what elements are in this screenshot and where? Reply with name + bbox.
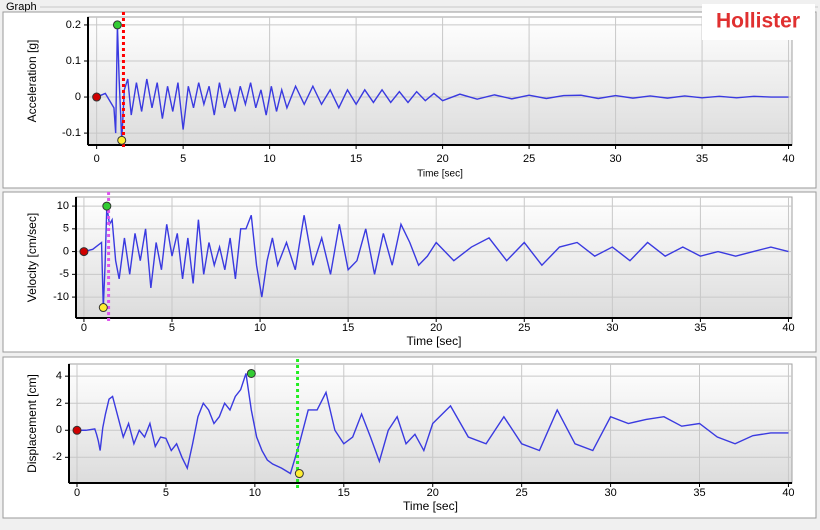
- x-tick-label: 20: [427, 487, 439, 499]
- marker-point: [79, 247, 89, 257]
- data-line: [77, 373, 789, 475]
- marker-point: [98, 303, 108, 313]
- y-axis-label: Velocity [cm/sec]: [25, 213, 39, 302]
- x-tick-label: 25: [518, 322, 530, 334]
- x-tick-label: 30: [604, 487, 616, 499]
- plot-area: [68, 363, 793, 484]
- data-line: [96, 24, 789, 141]
- location-label: Hollister: [716, 10, 800, 33]
- marker-point: [117, 135, 127, 145]
- marker-point: [294, 469, 304, 479]
- label-box: [702, 4, 815, 40]
- x-tick-label: 5: [169, 322, 175, 334]
- marker-point: [102, 201, 112, 211]
- y-tick-label: 10: [57, 200, 69, 212]
- y-tick-label: 0.1: [66, 55, 81, 67]
- x-tick-label: 30: [609, 153, 621, 165]
- x-axis-label: Time [sec]: [407, 334, 462, 348]
- y-tick-label: 0: [56, 424, 62, 436]
- y-tick-label: -10: [53, 291, 69, 303]
- x-axis-label: Time [sec]: [417, 169, 463, 180]
- y-axis-label: Acceleration [g]: [25, 40, 39, 123]
- x-tick-label: 15: [350, 153, 362, 165]
- y-tick-label: 4: [56, 370, 62, 382]
- y-tick-label: 0: [75, 91, 81, 103]
- plot-area: [75, 196, 793, 319]
- y-axis-label: Displacement [cm]: [25, 374, 39, 473]
- x-tick-label: 35: [696, 153, 708, 165]
- x-tick-label: 0: [94, 153, 100, 165]
- x-tick-label: 20: [430, 322, 442, 334]
- y-tick-label: 5: [63, 223, 69, 235]
- y-tick-label: 0: [63, 245, 69, 257]
- x-tick-label: 15: [342, 322, 354, 334]
- x-tick-label: 0: [74, 487, 80, 499]
- data-line: [83, 205, 789, 308]
- y-tick-label: 2: [56, 397, 62, 409]
- x-tick-label: 40: [782, 322, 794, 334]
- y-tick-label: -2: [52, 451, 62, 463]
- y-tick-label: 0.2: [66, 19, 81, 31]
- marker-point: [112, 20, 122, 30]
- x-tick-label: 35: [693, 487, 705, 499]
- x-tick-label: 35: [694, 322, 706, 334]
- marker-point: [72, 425, 82, 435]
- marker-point: [246, 368, 256, 378]
- x-axis-label: Time [sec]: [403, 499, 458, 513]
- y-tick-label: -0.1: [62, 127, 81, 139]
- x-tick-label: 10: [249, 487, 261, 499]
- x-tick-label: 40: [782, 153, 794, 165]
- x-tick-label: 25: [516, 487, 528, 499]
- x-tick-label: 25: [523, 153, 535, 165]
- x-tick-label: 0: [81, 322, 87, 334]
- y-tick-label: -5: [59, 268, 69, 280]
- x-tick-label: 30: [606, 322, 618, 334]
- x-tick-label: 20: [436, 153, 448, 165]
- group-label: Graph: [6, 1, 37, 13]
- x-tick-label: 5: [180, 153, 186, 165]
- plot-area: [87, 16, 793, 146]
- x-tick-label: 10: [254, 322, 266, 334]
- x-tick-label: 10: [263, 153, 275, 165]
- x-tick-label: 15: [338, 487, 350, 499]
- x-tick-label: 5: [163, 487, 169, 499]
- x-tick-label: 40: [782, 487, 794, 499]
- marker-point: [92, 92, 102, 102]
